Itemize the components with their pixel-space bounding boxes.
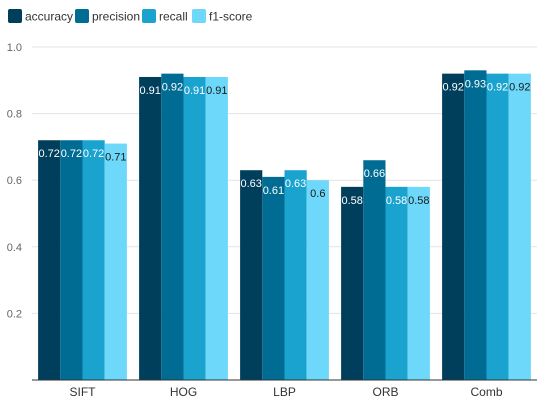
- y-tick-label: 0.2: [7, 308, 22, 320]
- data-label: 0.91: [184, 85, 205, 97]
- data-label: 0.58: [408, 195, 429, 207]
- data-label: 0.63: [285, 178, 306, 190]
- data-label: 0.93: [465, 78, 486, 90]
- data-label: 0.72: [83, 148, 104, 160]
- bar-sift-precision[interactable]: [60, 140, 83, 380]
- bar-lbp-accuracy[interactable]: [240, 170, 263, 380]
- data-label: 0.72: [61, 148, 82, 160]
- bar-comb-f1-score[interactable]: [508, 73, 531, 380]
- legend-swatch: [142, 9, 156, 23]
- bar-orb-precision[interactable]: [363, 160, 386, 380]
- data-label: 0.92: [162, 82, 183, 94]
- legend-swatch: [75, 9, 89, 23]
- x-axis: SIFT HOG LBP ORB Comb: [32, 379, 537, 399]
- legend-swatch: [8, 9, 22, 23]
- legend-item-precision[interactable]: precision: [75, 9, 140, 24]
- legend-item-f1-score[interactable]: f1-score: [192, 9, 253, 24]
- data-label: 0.66: [364, 168, 385, 180]
- bar-comb-accuracy[interactable]: [442, 73, 465, 380]
- bar-comb-precision[interactable]: [464, 70, 487, 380]
- bar-orb-accuracy[interactable]: [341, 186, 364, 380]
- bar-lbp-precision[interactable]: [262, 176, 285, 380]
- data-label: 0.58: [386, 195, 407, 207]
- x-tick-label: ORB: [372, 385, 398, 399]
- bar-orb-recall[interactable]: [385, 186, 408, 380]
- legend-item-recall[interactable]: recall: [142, 9, 188, 24]
- y-tick-label: 0.6: [7, 175, 22, 187]
- data-label: 0.91: [206, 85, 227, 97]
- x-tick-label: SIFT: [70, 385, 97, 399]
- bar-sift-accuracy[interactable]: [38, 140, 61, 380]
- y-tick-label: 1.0: [7, 42, 22, 54]
- bar-lbp-f1-score[interactable]: [306, 180, 329, 380]
- data-labels: 0.72 0.72 0.72 0.710.91 0.92 0.91 0.910.630.61…: [38, 78, 530, 207]
- legend-label: accuracy: [25, 10, 73, 24]
- data-label: 0.6: [310, 188, 325, 200]
- data-label: 0.58: [341, 195, 362, 207]
- data-label: 0.61: [263, 185, 284, 197]
- bar-comb-recall[interactable]: [486, 73, 509, 380]
- data-label: 0.72: [38, 148, 59, 160]
- bar-hog-f1-score[interactable]: [205, 76, 228, 380]
- data-label: 0.92: [509, 82, 530, 94]
- bar-sift-f1-score[interactable]: [104, 143, 127, 380]
- bar-sift-recall[interactable]: [82, 140, 105, 380]
- legend-label: precision: [92, 10, 140, 24]
- x-tick-label: Comb: [470, 385, 502, 399]
- bars: [38, 70, 531, 380]
- legend-swatch: [192, 9, 206, 23]
- legend-item-accuracy[interactable]: accuracy: [8, 9, 73, 24]
- legend: accuracy precision recall f1-score: [8, 9, 253, 24]
- data-label: 0.63: [240, 178, 261, 190]
- x-tick-label: HOG: [170, 385, 197, 399]
- bar-lbp-recall[interactable]: [284, 170, 307, 380]
- data-label: 0.92: [487, 82, 508, 94]
- x-tick-label: LBP: [273, 385, 296, 399]
- data-label: 0.92: [442, 82, 463, 94]
- bar-hog-precision[interactable]: [161, 73, 184, 380]
- bar-hog-recall[interactable]: [183, 76, 206, 380]
- y-tick-label: 0.4: [7, 242, 22, 254]
- y-tick-label: 0.8: [7, 109, 22, 121]
- bar-orb-f1-score[interactable]: [407, 186, 430, 380]
- data-label: 0.71: [105, 152, 126, 164]
- legend-label: f1-score: [209, 10, 253, 24]
- data-label: 0.91: [139, 85, 160, 97]
- bar-hog-accuracy[interactable]: [139, 76, 162, 380]
- y-axis: 0.2 0.4 0.6 0.8 1.0: [7, 42, 22, 320]
- legend-label: recall: [159, 10, 188, 24]
